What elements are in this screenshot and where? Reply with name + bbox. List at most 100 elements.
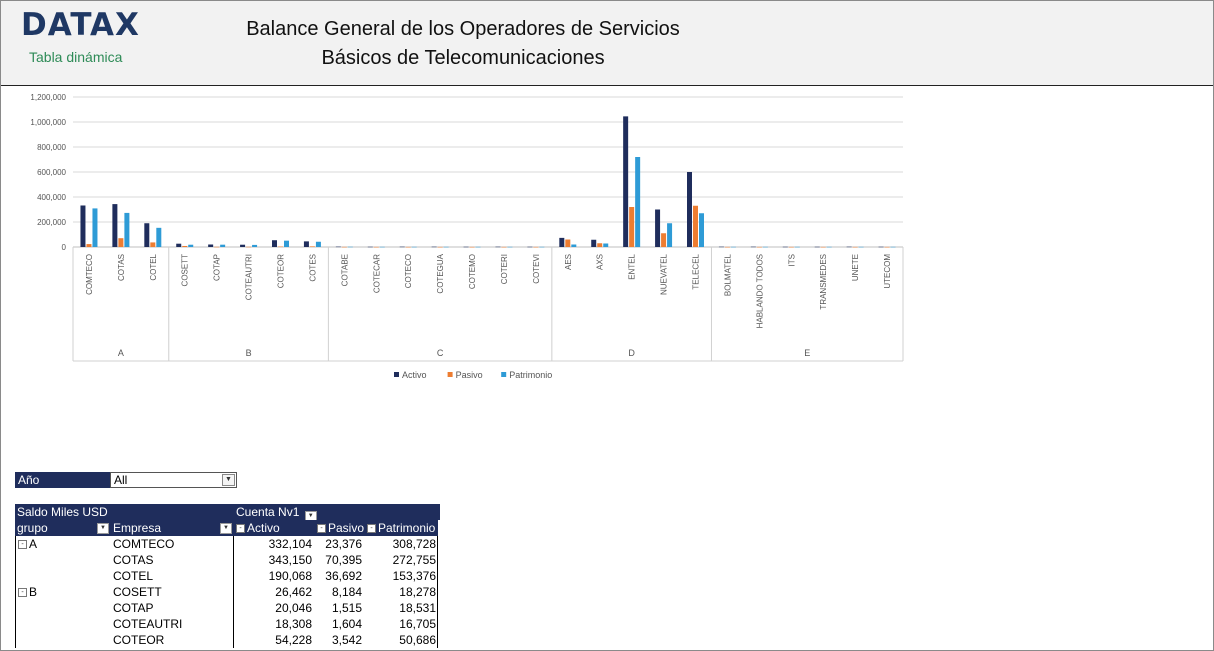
row-activo: 26,462 [275,585,312,599]
bar-pasivo [437,246,443,248]
bar-activo [303,241,309,247]
bar-patrimonio [730,246,736,248]
bar-patrimonio [890,246,896,248]
logo-subtitle: Tabla dinámica [29,49,123,65]
bar-activo [144,223,150,247]
bar-activo [591,239,597,247]
pivot-table[interactable]: Saldo Miles USD Cuenta Nv1 ▼ grupo ▼ Emp… [15,504,440,648]
col-header-pasivo[interactable]: - Pasivo [317,520,364,536]
collapse-icon: - [236,524,245,534]
category-label: BOLMATEL [723,253,732,296]
row-activo: 332,104 [268,537,312,551]
balance-bar-chart[interactable]: 0 200,000 400,000 600,000 800,000 1,000,000 1,… [0,86,912,386]
year-filter-select[interactable]: All ▼ [110,472,237,488]
category-label: ENTEL [628,253,637,279]
table-row[interactable]: COTEL 190,068 36,692 153,376 [16,568,437,584]
bar-activo [878,246,884,248]
bar-activo [495,246,501,248]
bar-pasivo [469,246,475,248]
category-label: TRANSMEDES [819,254,828,310]
datax-logo: DATAX [21,7,140,43]
table-row[interactable]: COTAP 20,046 1,515 18,531 [16,600,437,616]
category-label: UTECOM [883,254,892,289]
row-patrimonio: 18,531 [399,601,436,615]
group-filter-icon[interactable]: ▼ [97,523,109,534]
category-label: AXS [596,254,605,270]
group-label: B [246,348,252,358]
bar-pasivo [309,246,315,247]
collapse-icon[interactable]: - [18,588,27,598]
bar-patrimonio [220,244,226,247]
table-row[interactable]: COTEOR 54,228 3,542 50,686 [16,632,437,648]
bar-pasivo [788,246,794,248]
company-filter-icon[interactable]: ▼ [220,523,232,534]
bar-pasivo [341,246,347,248]
bar-patrimonio [92,208,98,247]
legend-swatch-patrimonio [501,372,507,377]
bar-patrimonio [635,157,641,247]
bar-pasivo [405,246,411,248]
bar-activo [782,246,788,248]
bar-patrimonio [188,244,194,247]
row-pasivo: 1,604 [331,617,362,631]
bar-activo [335,246,341,248]
row-patrimonio: 18,278 [399,585,436,599]
row-activo: 54,228 [275,633,312,647]
bar-pasivo [661,233,667,247]
dropdown-arrow-icon[interactable]: ▼ [222,474,235,486]
bar-patrimonio [252,244,258,247]
bar-patrimonio [571,244,577,247]
bar-activo [431,246,437,248]
legend-label-pasivo: Pasivo [456,370,483,380]
row-company: COTEOR [113,633,165,647]
col-header-group: grupo [17,521,48,535]
col-header-activo[interactable]: - Activo [236,520,280,536]
collapse-icon[interactable]: - [18,540,27,550]
row-group: B [29,585,38,599]
category-label: COTEVI [532,254,541,284]
bar-patrimonio [762,246,768,248]
table-row[interactable]: COTEAUTRI 18,308 1,604 16,705 [16,616,437,632]
group-label: E [804,348,810,358]
bar-activo [527,246,533,248]
bar-patrimonio [699,213,704,247]
category-label: NUEVATEL [660,253,669,295]
y-tick-label: 400,000 [37,193,66,202]
category-label: COTES [308,254,317,282]
bar-patrimonio [156,227,162,247]
row-pasivo: 70,395 [325,553,362,567]
bar-pasivo [533,246,539,248]
row-pasivo: 3,542 [331,633,362,647]
group-label: A [118,348,124,358]
patrimonio-label: Patrimonio [378,521,436,535]
col-header-patrimonio[interactable]: - Patrimonio [367,520,435,536]
bar-patrimonio [379,246,385,248]
legend-label-patrimonio: Patrimonio [509,370,552,380]
bar-pasivo [501,246,507,248]
group-label: D [628,348,635,358]
pivot-columns-label: Cuenta Nv1 ▼ [234,504,440,522]
y-tick-label: 0 [62,243,67,252]
legend-label-activo: Activo [402,370,427,380]
category-label: COTEAUTRI [245,254,254,300]
table-row[interactable]: COTAS 343,150 70,395 272,755 [16,552,437,568]
bar-activo [208,244,214,247]
row-company: COSETT [113,585,162,599]
row-activo: 18,308 [275,617,312,631]
category-label: COTERI [500,254,509,284]
bar-activo [846,246,852,248]
table-row[interactable]: -A COMTECO 332,104 23,376 308,728 [16,536,437,552]
group-label: C [437,348,444,358]
y-tick-label: 1,200,000 [30,93,66,102]
row-pasivo: 1,515 [331,601,362,615]
bar-patrimonio [315,241,321,247]
y-tick-label: 1,000,000 [30,118,66,127]
bar-patrimonio [667,223,673,247]
bar-pasivo [150,242,156,247]
bar-pasivo [565,239,571,247]
bar-patrimonio [284,240,289,247]
row-activo: 20,046 [275,601,312,615]
bar-activo [80,205,86,247]
category-label: TELECEL [692,253,701,289]
table-row[interactable]: -B COSETT 26,462 8,184 18,278 [16,584,437,600]
